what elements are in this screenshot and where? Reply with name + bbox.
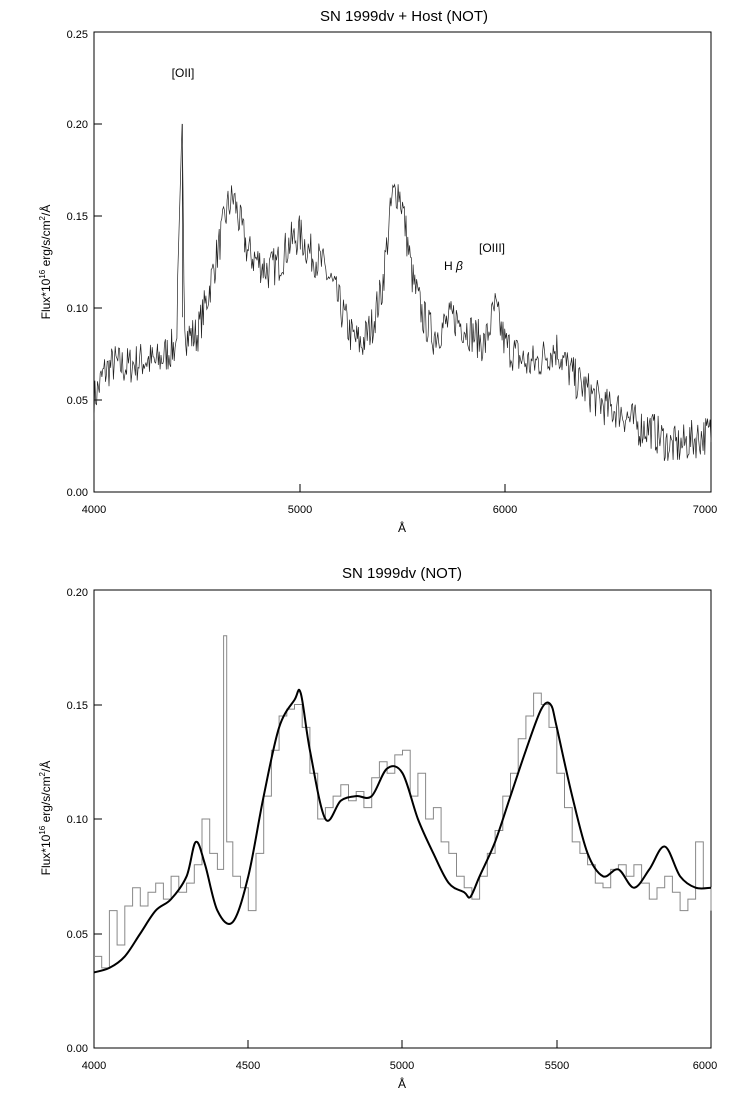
top-spectrum-panel: SN 1999dv + Host (NOT) Flux*1016 erg/s/c… <box>38 8 717 535</box>
bottom-y-axis-label: Flux*1016 erg/s/cm2/Å <box>38 761 53 876</box>
bottom-x-tick-label: 5000 <box>390 1060 414 1072</box>
hbeta-h-label: H <box>444 259 456 273</box>
top-plot-frame <box>93 31 712 493</box>
bottom-y-tick-label: 0.15 <box>67 700 88 712</box>
top-x-tick-label: 5000 <box>288 504 312 516</box>
bottom-smoothed-spectrum <box>93 688 712 974</box>
top-x-tick-label: 4000 <box>82 504 106 516</box>
bottom-histogram-spectrum <box>94 635 712 969</box>
bottom-ylabel-main: Flux*10 <box>39 834 53 875</box>
bottom-x-axis-label: Å <box>398 1076 406 1091</box>
bottom-x-tick-label: 6000 <box>693 1060 717 1072</box>
oii-line-label: [OII] <box>172 66 195 80</box>
top-y-tick-label: 0.25 <box>67 29 88 41</box>
top-ylabel-rest: erg/s/cm <box>39 220 53 269</box>
bottom-series-group <box>93 635 712 974</box>
top-y-tick-label: 0.05 <box>67 395 88 407</box>
top-ylabel-exp: 16 <box>38 269 47 278</box>
oiii-line-label: [OIII] <box>479 241 505 255</box>
top-y-tick-label: 0.15 <box>67 211 88 223</box>
bottom-x-tick-label: 5500 <box>545 1060 569 1072</box>
bottom-ylabel-end: /Å <box>38 761 53 772</box>
bottom-ylabel-exp: 16 <box>38 825 47 834</box>
bottom-plot-frame <box>93 589 712 1049</box>
bottom-ylabel-rest: erg/s/cm <box>39 776 53 825</box>
bottom-y-tick-label: 0.20 <box>67 587 88 599</box>
top-y-tick-label: 0.10 <box>67 303 88 315</box>
svg-text:Flux*1016 erg/s/cm2/Å: Flux*1016 erg/s/cm2/Å <box>38 205 53 320</box>
top-ylabel-exp2: 2 <box>38 215 47 220</box>
top-series-group <box>93 123 712 461</box>
top-chart-title: SN 1999dv + Host (NOT) <box>320 8 488 25</box>
bottom-spectrum-panel: SN 1999dv (NOT) Flux*1016 erg/s/cm2/Å Å … <box>38 565 717 1091</box>
top-ylabel-end: /Å <box>38 205 53 216</box>
top-spectrum-line <box>93 123 712 461</box>
bottom-y-tick-label: 0.00 <box>67 1043 88 1055</box>
hbeta-line-label: H β <box>444 259 463 273</box>
bottom-y-tick-label: 0.10 <box>67 814 88 826</box>
svg-text:Flux*1016 erg/s/cm2/Å: Flux*1016 erg/s/cm2/Å <box>38 761 53 876</box>
bottom-x-tick-label: 4000 <box>82 1060 106 1072</box>
hbeta-beta-label: β <box>455 259 463 273</box>
bottom-y-ticks: 0.00 0.05 0.10 0.15 0.20 <box>67 587 102 1055</box>
top-y-tick-label: 0.00 <box>67 487 88 499</box>
bottom-y-tick-label: 0.05 <box>67 929 88 941</box>
top-ylabel-main: Flux*10 <box>39 278 53 319</box>
bottom-x-ticks: 4000 4500 5000 5500 6000 <box>82 1040 717 1072</box>
top-x-axis-label: Å <box>398 520 406 535</box>
bottom-chart-title: SN 1999dv (NOT) <box>342 565 462 582</box>
top-x-tick-label: 7000 <box>693 504 717 516</box>
top-x-tick-label: 6000 <box>493 504 517 516</box>
top-x-ticks: 4000 5000 6000 7000 <box>82 484 717 516</box>
top-y-tick-label: 0.20 <box>67 119 88 131</box>
bottom-ylabel-exp2: 2 <box>38 771 47 776</box>
top-y-ticks: 0.00 0.05 0.10 0.15 0.20 0.25 <box>67 29 102 499</box>
top-y-axis-label: Flux*1016 erg/s/cm2/Å <box>38 205 53 320</box>
bottom-x-tick-label: 4500 <box>236 1060 260 1072</box>
